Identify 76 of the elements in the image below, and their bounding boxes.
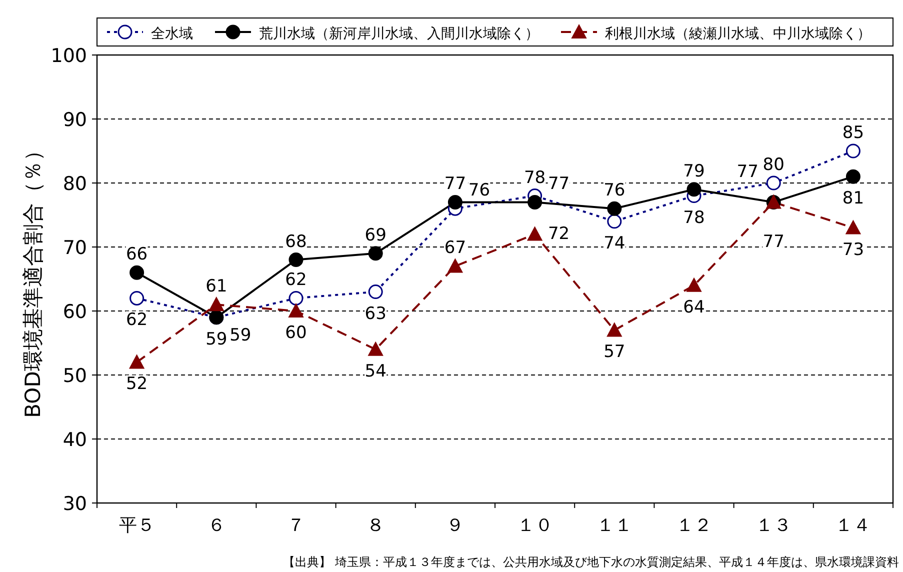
x-tick-label: ８	[366, 515, 385, 536]
data-label: 77	[444, 174, 466, 194]
data-label: 60	[285, 323, 307, 343]
data-label: 77	[762, 232, 784, 252]
y-tick-label: 70	[62, 237, 87, 259]
x-tick-label: １４	[835, 515, 872, 536]
point	[448, 258, 463, 273]
data-label: 54	[364, 361, 386, 382]
data-label: 72	[548, 224, 570, 244]
data-label: 59	[230, 325, 252, 346]
point	[288, 252, 304, 268]
x-tick-label: 平５	[118, 515, 155, 536]
y-tick-label: 60	[62, 301, 87, 323]
y-axis-title: BOD環境基準適合割合（％）	[21, 140, 45, 418]
legend-label: 利根川水域（綾瀬川水域、中川水域除く）	[605, 26, 871, 42]
point	[686, 182, 702, 197]
x-tick-label: ６	[207, 515, 226, 536]
data-label: 59	[206, 329, 228, 350]
data-label: 64	[683, 297, 705, 318]
data-label: 81	[842, 188, 864, 209]
x-tick-label: ９	[446, 515, 464, 536]
data-label: 85	[842, 123, 864, 143]
point	[130, 290, 144, 306]
point	[368, 284, 383, 300]
data-label: 78	[524, 168, 546, 188]
x-tick-label: １１	[596, 515, 632, 536]
point	[129, 354, 144, 369]
point	[607, 214, 622, 229]
point	[846, 169, 860, 184]
data-label: 76	[604, 180, 626, 201]
y-tick-label: 40	[62, 429, 87, 451]
x-tick-label: ７	[287, 515, 305, 536]
y-tick-label: 100	[50, 45, 87, 67]
data-label: 69	[364, 225, 386, 246]
point	[766, 176, 781, 190]
data-label: 73	[842, 240, 864, 260]
point	[288, 304, 304, 318]
y-tick-label: 30	[62, 493, 87, 515]
data-label: 57	[604, 342, 626, 362]
data-label: 77	[736, 162, 758, 182]
data-label: 62	[285, 270, 307, 290]
data-label: 80	[762, 155, 784, 175]
legend-label: 荒川水域（新河岸川水域、入間川水域除く）	[259, 26, 539, 42]
data-label: 79	[683, 161, 705, 182]
data-label: 61	[206, 276, 228, 297]
x-tick-label: １３	[756, 515, 792, 536]
legend-label: 全水域	[151, 26, 193, 42]
data-label: 68	[285, 232, 307, 252]
point	[448, 194, 462, 210]
y-tick-label: 50	[62, 365, 87, 387]
point	[288, 290, 304, 306]
x-tick-label: １２	[676, 515, 712, 536]
point	[528, 194, 542, 210]
point	[607, 201, 622, 216]
point	[606, 322, 622, 337]
point	[527, 226, 542, 241]
text: 【出典】 埼玉県：平成１３年度までは、公共用水域及び地下水の水質測定結果、平成１４年度は、県水環境課資料	[283, 555, 899, 569]
point	[686, 278, 702, 292]
data-label: 62	[126, 310, 148, 330]
data-label: 67	[444, 238, 466, 258]
y-tick-label: 80	[62, 173, 87, 195]
point	[846, 144, 860, 158]
point	[846, 220, 861, 234]
data-label: 63	[364, 304, 386, 324]
data-label: 78	[683, 208, 705, 228]
data-label: 74	[604, 233, 626, 254]
point	[130, 265, 144, 280]
data-label: 66	[126, 244, 148, 265]
point	[368, 246, 383, 261]
data-label: 77	[548, 174, 570, 194]
point	[368, 342, 384, 356]
data-label: 76	[468, 180, 490, 201]
point	[208, 297, 224, 312]
y-tick-label: 90	[62, 109, 87, 131]
x-tick-label: １０	[516, 515, 553, 536]
data-label: 52	[126, 374, 148, 394]
